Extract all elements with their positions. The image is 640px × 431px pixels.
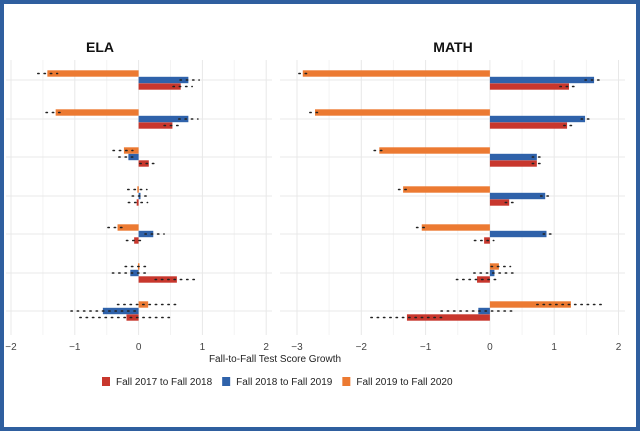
- x-tick-label: 1: [200, 342, 206, 353]
- bar: [130, 269, 139, 277]
- bar: [138, 83, 181, 90]
- bar: [489, 76, 595, 84]
- bar: [138, 160, 149, 167]
- bar: [55, 109, 139, 116]
- bar: [489, 122, 568, 129]
- bar: [117, 224, 139, 231]
- x-tick-label: −2: [5, 342, 17, 353]
- bar: [138, 115, 189, 123]
- legend: Fall 2017 to Fall 2018 Fall 2018 to Fall …: [102, 377, 453, 388]
- bar: [138, 76, 189, 84]
- bar: [403, 186, 490, 193]
- bar: [489, 115, 586, 123]
- legend-label: Fall 2019 to Fall 2020: [356, 377, 453, 388]
- x-tick-label: −2: [356, 342, 368, 353]
- bar: [489, 160, 537, 167]
- legend-swatch: [102, 377, 110, 386]
- panel-title: ELA: [86, 39, 114, 55]
- x-tick-label: 1: [551, 342, 557, 353]
- bar: [302, 70, 490, 77]
- bar: [136, 199, 139, 206]
- panel-title: MATH: [433, 39, 472, 55]
- bar: [478, 307, 490, 315]
- x-tick-label: 0: [136, 342, 142, 353]
- bar: [489, 230, 547, 238]
- panel-ela: ELA −2 −1 0 1 2: [5, 39, 272, 353]
- legend-swatch: [342, 377, 351, 386]
- bar: [489, 83, 569, 90]
- bar: [47, 70, 139, 77]
- x-tick-label: 2: [263, 342, 269, 353]
- x-tick-label: 0: [487, 342, 493, 353]
- panel-math: MATH −3 −2 −1 0 1 2: [280, 39, 625, 353]
- legend-label: Fall 2018 to Fall 2019: [236, 377, 333, 388]
- bar: [315, 109, 490, 116]
- x-tick-label: 2: [616, 342, 622, 353]
- bar: [489, 192, 546, 200]
- x-tick-label: −3: [291, 342, 303, 353]
- bar: [421, 224, 490, 231]
- x-axis-label: Fall-to-Fall Test Score Growth: [209, 354, 341, 365]
- bar: [379, 147, 490, 154]
- bar: [134, 237, 139, 244]
- bar: [489, 263, 499, 270]
- bar: [138, 276, 177, 283]
- bar: [489, 301, 571, 308]
- bar: [137, 186, 139, 193]
- x-tick-label: −1: [420, 342, 432, 353]
- legend-swatch: [222, 377, 231, 386]
- bar: [406, 314, 490, 321]
- bar: [489, 153, 537, 161]
- legend-label: Fall 2017 to Fall 2018: [116, 377, 213, 388]
- bar: [489, 199, 510, 206]
- bar: [126, 314, 139, 321]
- x-tick-label: −1: [69, 342, 81, 353]
- bar: [138, 122, 173, 129]
